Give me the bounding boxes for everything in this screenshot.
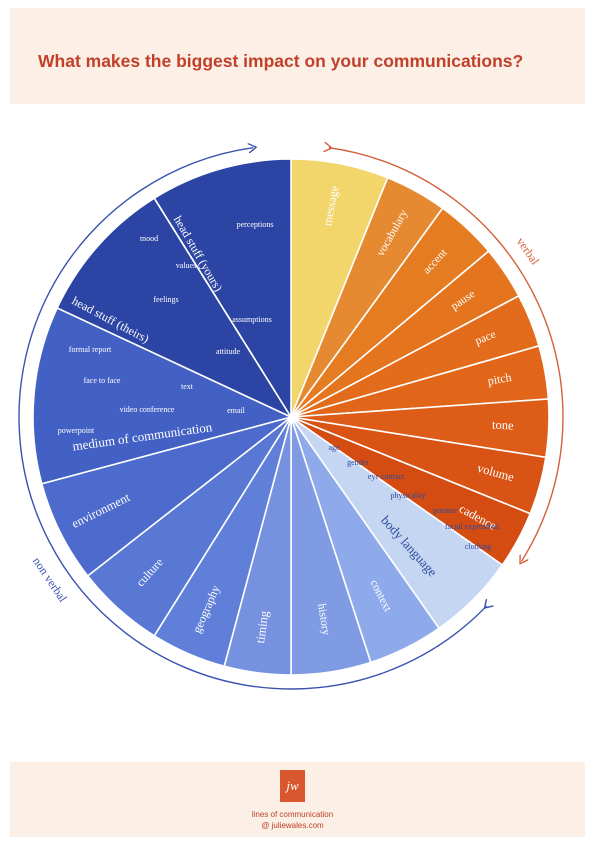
head-stuff-divider [157, 204, 276, 392]
item-feelings: feelings [153, 295, 178, 304]
segment-label-timing: timing [253, 609, 271, 644]
item-formal-report: formal report [69, 345, 112, 354]
item-eye-contact: eye contact [368, 472, 405, 481]
brand-logo: jw [280, 770, 305, 802]
item-attitude: attitude [216, 347, 240, 356]
non-verbal-label: non verbal [30, 555, 70, 606]
page-title: What makes the biggest impact on your co… [38, 51, 524, 71]
item-facial-expression: facial expression [445, 522, 499, 531]
segment-label-tone: tone [492, 418, 515, 433]
item-physicality: physicality [390, 491, 425, 500]
item-age: age [328, 443, 340, 452]
footer-website: @ juliewales.com [261, 821, 324, 830]
item-powerpoint: powerpoint [58, 426, 95, 435]
item-perceptions: perceptions [237, 220, 274, 229]
header-band [10, 8, 585, 104]
item-mood: mood [140, 234, 158, 243]
item-posture: posture [433, 506, 457, 515]
footer-tagline: lines of communication [251, 810, 334, 819]
segment-head-stuff-theirs [56, 197, 294, 419]
item-video-conference: video conference [120, 405, 175, 414]
non-verbal-arc [18, 148, 487, 690]
segment-medium-of-communication [32, 306, 294, 485]
item-text: text [181, 382, 194, 391]
item-email: email [227, 406, 246, 415]
item-gender: gender [347, 458, 369, 467]
item-values: values [176, 261, 196, 270]
item-assumptions: assumptions [232, 315, 272, 324]
item-face-to-face: face to face [84, 376, 121, 385]
verbal-label: verbal [514, 235, 543, 268]
segment-label-history: history [315, 603, 332, 637]
item-clothing: clothing [465, 542, 491, 551]
